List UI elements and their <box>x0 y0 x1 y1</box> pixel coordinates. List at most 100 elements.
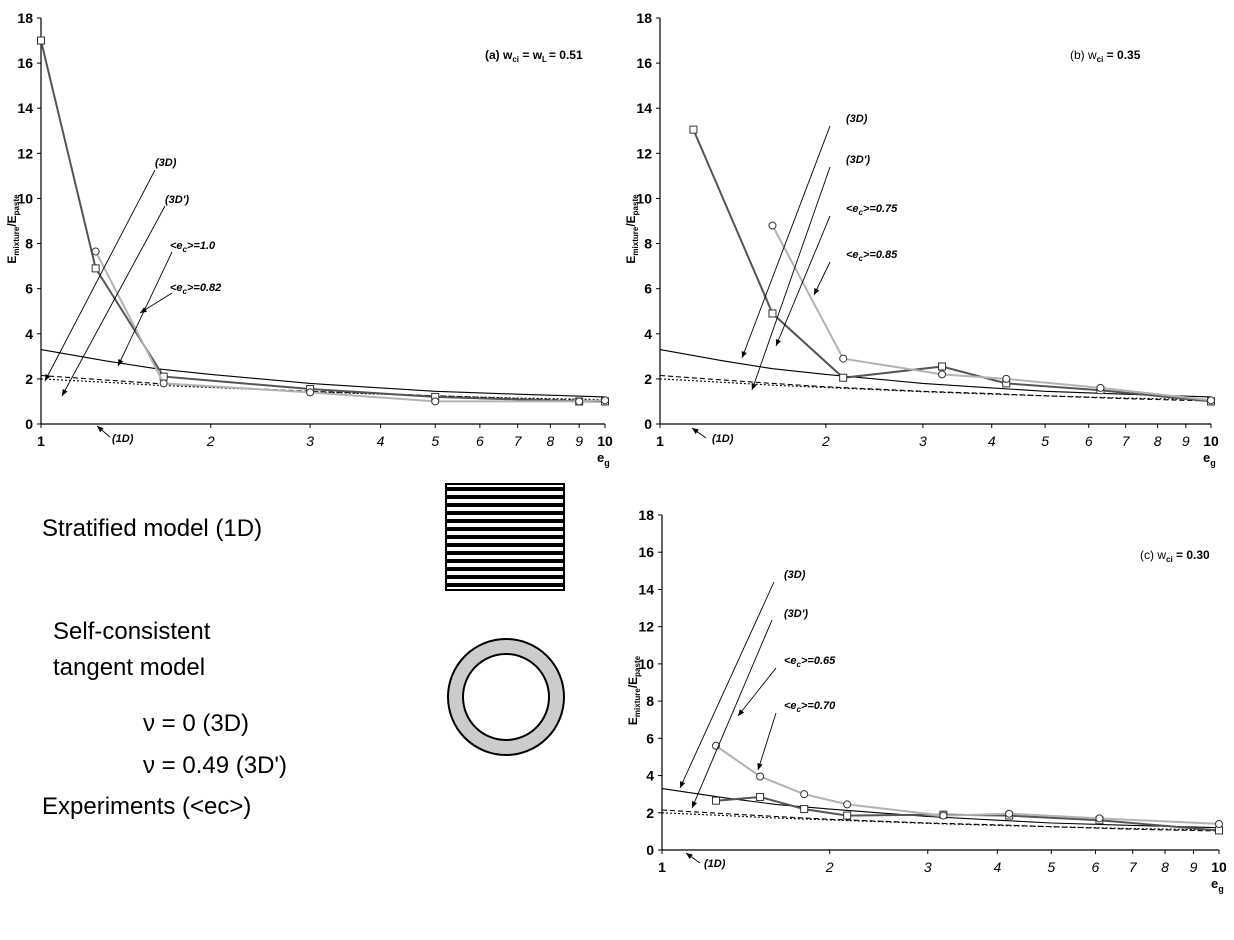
annotation-arrow <box>737 667 777 717</box>
y-axis-label-part: /E <box>624 215 638 226</box>
annotation-arrowhead <box>97 426 104 433</box>
x-tick-label: 3 <box>919 433 927 449</box>
data-point-circle <box>1095 814 1104 823</box>
data-point-circle <box>306 388 315 397</box>
y-axis-label: Emixture/Epaste <box>624 194 640 264</box>
y-tick-label: 8 <box>644 236 652 252</box>
y-tick-label: 18 <box>638 507 654 523</box>
annotation-arrow <box>44 169 156 382</box>
annotation-arrowhead <box>692 428 699 434</box>
ring-model-icon <box>447 638 565 756</box>
y-axis-label-sub: mixture <box>12 226 21 255</box>
annotation-arrow <box>679 581 775 789</box>
y-tick-label: 2 <box>644 371 652 387</box>
model-curve-3d <box>661 788 1220 829</box>
y-axis-label-part: /E <box>626 677 640 688</box>
annotation-ec-part: <e <box>784 655 797 667</box>
data-point-circle <box>1002 374 1011 383</box>
data-point-square <box>756 792 765 801</box>
y-axis-label-part: E <box>624 256 638 264</box>
y-tick-label: 10 <box>636 190 652 206</box>
annotation-arrowhead <box>692 801 698 808</box>
annotation-ec-sub: c <box>859 208 864 217</box>
y-tick-label: 10 <box>638 656 654 672</box>
y-axis-label: Emixture/Epaste <box>626 655 642 725</box>
annotation-ec-sub: c <box>859 254 864 263</box>
annotation-ec-part: >=0.65 <box>801 655 836 667</box>
panel-title-part: = 0.35 <box>1103 48 1140 62</box>
annotation-arrowhead <box>118 359 124 366</box>
x-tick-label: 6 <box>476 433 484 449</box>
x-tick-label: 4 <box>988 433 996 449</box>
experiment-line-circle <box>771 225 1212 402</box>
x-tick-label: 10 <box>597 433 613 449</box>
annotation-ec: <ec>=0.65 <box>784 655 836 669</box>
y-tick-label: 14 <box>638 581 654 597</box>
x-axis-label-sub: g <box>1218 884 1224 894</box>
annotation-ec: <ec>=1.0 <box>170 240 216 254</box>
legend-experiments-label: Experiments (<ec>) <box>42 793 252 820</box>
x-tick-label: 2 <box>825 859 834 875</box>
y-tick-label: 18 <box>636 10 652 26</box>
annotation-ec-part: >=1.0 <box>187 240 216 252</box>
experiment-line-circle <box>94 250 606 403</box>
annotation-arrow <box>741 125 831 359</box>
annotation-ec-part: <e <box>170 240 183 252</box>
y-axis-label-part: E <box>5 256 19 264</box>
x-tick-label: 4 <box>993 859 1001 875</box>
annotation-arrowhead <box>62 389 68 396</box>
x-axis-label: eg <box>597 450 610 468</box>
annotation-ec-part: >=0.70 <box>801 700 836 712</box>
y-tick-label: 2 <box>25 371 33 387</box>
annotation-arrow <box>61 205 166 397</box>
y-tick-label: 0 <box>644 416 652 432</box>
x-tick-label: 9 <box>1182 433 1190 449</box>
annotation-arrowhead <box>775 339 781 346</box>
y-tick-label: 14 <box>636 100 652 116</box>
experiment-line-square <box>692 129 1212 403</box>
panel-title-sub: ci <box>512 55 519 64</box>
y-tick-label: 0 <box>646 842 654 858</box>
x-tick-label: 2 <box>206 433 215 449</box>
x-axis-label-part: e <box>1211 876 1218 891</box>
stratified-layer-stripe <box>446 527 564 531</box>
annotation-ec-sub: c <box>797 705 802 714</box>
panel-title-sub: ci <box>1097 55 1104 64</box>
annotation-arrow <box>691 619 773 809</box>
x-tick-label: 9 <box>1190 859 1198 875</box>
x-tick-label: 6 <box>1085 433 1093 449</box>
panel-title-part: = 0.30 <box>1173 548 1210 562</box>
x-axis-label: eg <box>1203 450 1216 468</box>
data-point-circle <box>601 396 609 405</box>
stratified-layer-stripe <box>446 519 564 523</box>
stratified-layer-stripe <box>446 495 564 499</box>
y-tick-label: 6 <box>644 281 652 297</box>
data-point-square <box>1215 826 1223 835</box>
data-point-circle <box>1096 383 1105 392</box>
data-point-circle <box>431 397 440 406</box>
annotation-arrowhead <box>680 781 686 788</box>
y-tick-label: 18 <box>17 10 33 26</box>
y-tick-label: 6 <box>25 281 33 297</box>
data-point-square <box>843 811 852 820</box>
panel-title: (c) wci = 0.30 <box>1140 548 1210 564</box>
annotation-arrowhead <box>741 351 747 358</box>
annotation-3d: (3D) <box>846 113 868 125</box>
annotation-arrowhead <box>751 383 757 390</box>
y-tick-label: 2 <box>646 805 654 821</box>
y-tick-label: 16 <box>636 55 652 71</box>
stratified-layer-stripe <box>446 575 564 579</box>
annotation-arrow <box>751 166 831 391</box>
data-point-square <box>91 264 100 273</box>
x-tick-label: 1 <box>658 859 666 875</box>
stratified-layer-stripe <box>446 487 564 491</box>
x-tick-label: 7 <box>1129 859 1138 875</box>
data-point-square <box>689 125 698 134</box>
y-tick-label: 10 <box>17 190 33 206</box>
x-tick-label: 8 <box>1154 433 1162 449</box>
panel-title-part: = 0.51 <box>549 48 583 62</box>
legend-nu049-label: ν = 0.49 (3D') <box>143 752 287 779</box>
x-axis-label-part: e <box>1203 450 1210 465</box>
annotation-ec-sub: c <box>797 660 802 669</box>
